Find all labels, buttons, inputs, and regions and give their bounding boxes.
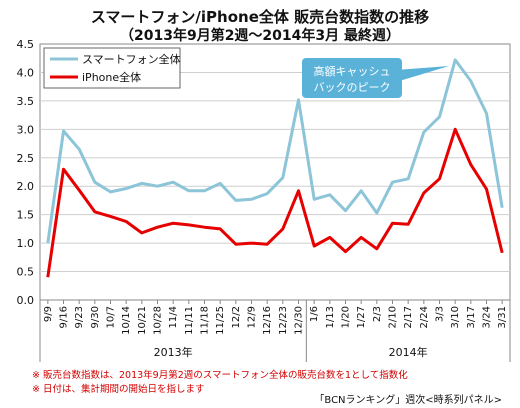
x-tick-label: 3/31 <box>497 306 508 328</box>
y-tick-label: 4.0 <box>17 66 35 79</box>
x-tick-label: 10/14 <box>121 306 132 335</box>
y-tick-label: 3.5 <box>17 95 35 108</box>
x-tick-label: 12/23 <box>278 306 289 335</box>
y-tick-label: 0.0 <box>17 294 35 307</box>
x-tick-label: 1/27 <box>356 306 367 328</box>
x-tick-label: 2/24 <box>419 306 430 328</box>
y-tick-label: 1.0 <box>17 237 35 250</box>
series-line-smartphone <box>46 58 504 244</box>
source-credit: 「BCNランキング」週次<時系列パネル> <box>314 395 502 406</box>
x-tick-label: 2/3 <box>372 306 383 322</box>
footnote-index: ※ 販売台数指数は、2013年9月第2週のスマートフォン全体の販売台数を1として… <box>32 370 408 381</box>
y-tick-label: 2.0 <box>17 180 35 193</box>
footnote-date: ※ 日付は、集計期間の開始日を指します <box>32 384 205 395</box>
x-tick-label: 11/18 <box>200 306 211 335</box>
x-tick-label: 3/10 <box>450 306 461 328</box>
x-tick-label: 12/16 <box>262 306 273 335</box>
legend-label: スマートフォン全体 <box>82 52 181 66</box>
x-tick-label: 10/28 <box>153 306 164 335</box>
x-tick-label: 11/11 <box>184 306 195 335</box>
legend-label: iPhone全体 <box>82 70 141 84</box>
x-tick-label: 9/30 <box>90 306 101 328</box>
x-tick-label: 2/17 <box>403 306 414 328</box>
chart-subtitle: （2013年9月第2週〜2014年3月 最終週） <box>119 28 401 44</box>
x-tick-label: 1/20 <box>341 306 352 328</box>
x-tick-label: 1/6 <box>309 306 320 322</box>
y-tick-label: 4.5 <box>17 38 35 51</box>
x-tick-label: 1/13 <box>325 306 336 328</box>
x-tick-label: 10/7 <box>106 306 117 328</box>
year-label: 2013年 <box>154 345 193 359</box>
x-tick-label: 9/16 <box>59 306 70 328</box>
x-tick-label: 11/4 <box>168 306 179 328</box>
legend-box <box>43 47 181 89</box>
x-tick-label: 9/23 <box>74 306 85 328</box>
x-tick-label: 9/9 <box>43 306 54 322</box>
x-tick-label: 10/21 <box>137 306 148 335</box>
y-tick-label: 1.5 <box>17 209 35 222</box>
y-tick-label: 2.5 <box>17 152 35 165</box>
x-tick-label: 3/24 <box>482 306 493 328</box>
annotation-pointer <box>396 66 450 82</box>
x-tick-label: 12/2 <box>231 306 242 328</box>
year-label: 2014年 <box>389 345 428 359</box>
x-tick-label: 3/3 <box>435 306 446 322</box>
y-tick-label: 3.0 <box>17 123 35 136</box>
x-tick-label: 12/30 <box>294 306 305 335</box>
annotation-box <box>302 58 402 98</box>
annotation-text: バックのピーク <box>314 81 391 94</box>
x-tick-label: 11/25 <box>215 306 226 335</box>
x-tick-label: 12/9 <box>247 306 258 328</box>
x-tick-label: 3/17 <box>466 306 477 328</box>
series-line-iphone <box>46 127 504 278</box>
y-tick-label: 0.5 <box>17 266 35 279</box>
annotation-text: 高額キャッシュ <box>314 64 391 78</box>
x-tick-label: 2/10 <box>388 306 399 328</box>
chart-title: スマートフォン/iPhone全体 販売台数指数の推移 <box>90 8 430 26</box>
